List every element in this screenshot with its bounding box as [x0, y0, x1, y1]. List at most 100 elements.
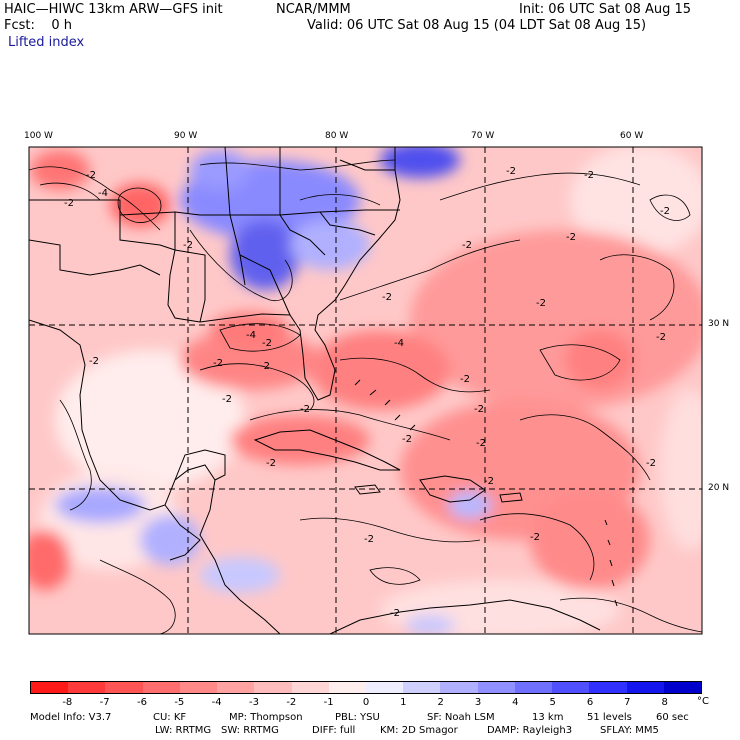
forecast-hour: Fcst: 0 h [4, 18, 73, 33]
colorbar-swatch [514, 682, 553, 693]
colorbar-swatch [291, 682, 329, 693]
contour-label: -2 [260, 361, 270, 372]
colorbar-swatch [663, 682, 701, 693]
colorbar-swatch [552, 682, 590, 693]
contour-label: -2 [656, 332, 666, 343]
contour-label: -2 [566, 232, 576, 243]
colorbar-tick-label: 4 [512, 697, 519, 708]
footer-cu: CU: KF [153, 712, 187, 723]
colorbar-tick-label: -6 [137, 697, 147, 708]
colorbar-tick-label: 1 [400, 697, 407, 708]
colorbar-tick-label: -2 [286, 697, 297, 708]
colorbar-swatch [31, 682, 69, 693]
contour-label: -2 [646, 458, 656, 469]
colorbar-swatch [403, 682, 441, 693]
lon-label-90w: 90 W [174, 131, 198, 141]
lat-label-20n: 20 N [708, 483, 730, 493]
colorbar-swatch [142, 682, 180, 693]
footer-model-info: Model Info: V3.7 [30, 712, 112, 723]
colorbar-swatch [105, 682, 143, 693]
footer-mp: MP: Thompson [229, 712, 303, 723]
contour-label: -2 [262, 338, 272, 349]
colorbar-swatch [365, 682, 404, 693]
contour-label: -2 [476, 438, 486, 449]
footer-lw: LW: RRTMG [155, 725, 212, 736]
colorbar-swatch [179, 682, 218, 693]
lon-label-80w: 80 W [325, 131, 349, 141]
org-label: NCAR/MMM [276, 2, 351, 17]
footer-sf: SF: Noah LSM [427, 712, 495, 723]
footer-pbl: PBL: YSU [335, 712, 380, 723]
footer-resolution: 13 km [532, 712, 564, 723]
colorbar-swatch [589, 682, 627, 693]
contour-label: -4 [394, 338, 404, 349]
map-frame [28, 146, 703, 635]
footer-sw: SW: RRTMG [221, 725, 279, 736]
contours [29, 159, 702, 634]
contour-label: -4 [98, 188, 108, 199]
contour-labels: -2 -2 -4 -2 -2 -2 -2 -2 -2 -4 -2 -2 -2 -… [64, 166, 670, 619]
contour-label: -2 [474, 404, 484, 415]
contour-label: -2 [660, 206, 670, 217]
colorbar-swatch [626, 682, 664, 693]
colorbar-swatch [254, 682, 292, 693]
shaded-field [29, 147, 702, 634]
contour-label: -2 [89, 356, 99, 367]
colorbar-unit: °C [697, 696, 709, 707]
footer-km: KM: 2D Smagor [380, 725, 458, 736]
footer-diff: DIFF: full [312, 725, 356, 736]
colorbar-swatch [68, 682, 106, 693]
contour-label: -2 [530, 532, 540, 543]
colorbar-tick-label: -1 [323, 697, 334, 708]
contour-label: -2 [222, 394, 232, 405]
colorbar-tick-label: -8 [62, 697, 73, 708]
init-time: Init: 06 UTC Sat 08 Aug 15 [519, 2, 692, 17]
colorbar-tick-label: -3 [249, 697, 259, 708]
field-name: Lifted index [8, 35, 85, 50]
colorbar-swatch [217, 682, 255, 693]
contour-label: -2 [183, 240, 193, 251]
colorbar-tick-label: 0 [362, 697, 370, 708]
contour-label: -2 [462, 240, 472, 251]
contour-label: -2 [484, 476, 494, 487]
footer-sflay: SFLAY: MM5 [600, 725, 659, 736]
valid-time: Valid: 06 UTC Sat 08 Aug 15 (04 LDT Sat … [307, 18, 647, 33]
contour-label: -4 [246, 330, 256, 341]
contour-label: -2 [390, 608, 400, 619]
lat-lon-grid [29, 147, 702, 634]
lon-label-60w: 60 W [620, 131, 644, 141]
contour-label: -2 [460, 374, 470, 385]
contour-label: -2 [382, 292, 392, 303]
footer-timestep: 60 sec [656, 712, 689, 723]
model-title: HAIC—HIWC 13km ARW—GFS init [4, 2, 223, 17]
colorbar-tick-label: 5 [549, 697, 556, 708]
contour-label: -2 [584, 170, 594, 181]
contour-label: -2 [86, 170, 96, 181]
contour-label: -2 [536, 298, 546, 309]
footer-levels: 51 levels [587, 712, 632, 723]
contour-label: -2 [402, 434, 412, 445]
lon-label-70w: 70 W [471, 131, 495, 141]
contour-label: -2 [64, 198, 74, 209]
contour-label: -2 [266, 458, 276, 469]
colorbar-tick-label: 3 [474, 697, 482, 708]
contour-label: -2 [364, 534, 374, 545]
colorbar-tick-label: -4 [211, 697, 222, 708]
coastlines [29, 147, 618, 634]
colorbar-tick-label: -7 [99, 697, 110, 708]
contour-label: -2 [506, 166, 516, 177]
colorbar-tick-label: 7 [624, 697, 631, 708]
colorbar-swatch [477, 682, 515, 693]
contour-label: -2 [300, 404, 310, 415]
lat-label-30n: 30 N [708, 319, 730, 329]
contour-label: -2 [213, 358, 223, 369]
footer-damp: DAMP: Rayleigh3 [487, 725, 573, 736]
colorbar-swatch [328, 682, 366, 693]
colorbar-tick-label: -5 [174, 697, 185, 708]
colorbar-tick-label: 2 [437, 697, 444, 708]
lon-label-100w: 100 W [24, 131, 53, 141]
colorbar [30, 681, 702, 694]
colorbar-tick-label: 8 [661, 697, 668, 708]
colorbar-tick-label: 6 [586, 697, 594, 708]
